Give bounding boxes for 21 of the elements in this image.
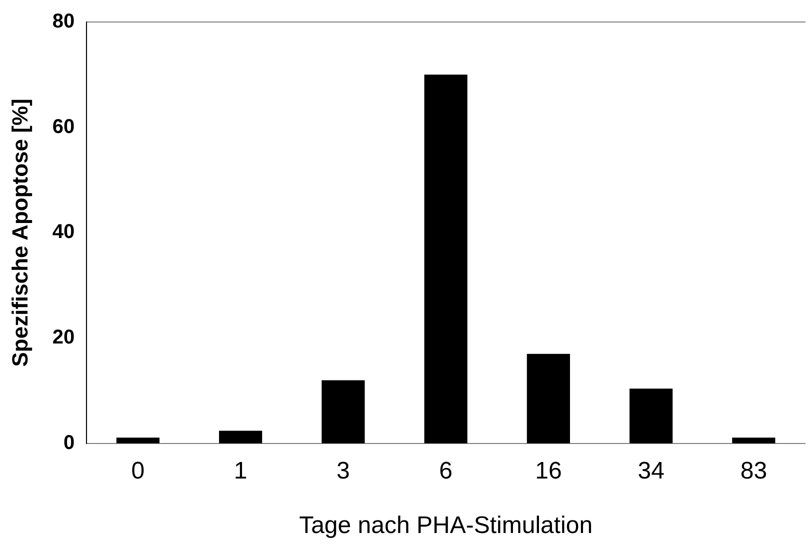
x-axis-title: Tage nach PHA-Stimulation — [299, 512, 593, 540]
bar — [526, 354, 570, 444]
x-tick-label: 6 — [439, 457, 453, 484]
bar — [732, 438, 776, 444]
bar — [116, 438, 160, 444]
y-tick-label: 40 — [52, 221, 75, 244]
bar — [322, 380, 365, 444]
bar — [630, 388, 673, 444]
y-tick-label: 60 — [52, 116, 75, 138]
y-tick-label: 0 — [64, 432, 75, 454]
x-tick-label: 83 — [740, 457, 768, 484]
x-tick-label: 3 — [336, 457, 350, 484]
x-tick-label: 0 — [131, 457, 145, 484]
bar — [219, 430, 262, 444]
x-tick-label: 34 — [638, 457, 664, 484]
x-tick-label: 16 — [535, 457, 562, 484]
y-tick-label: 20 — [52, 326, 75, 349]
x-tick-label: 1 — [234, 457, 248, 484]
y-tick-label: 80 — [52, 10, 75, 33]
bar — [424, 74, 468, 444]
y-axis-title: Spezifische Apoptose [%] — [7, 98, 32, 367]
